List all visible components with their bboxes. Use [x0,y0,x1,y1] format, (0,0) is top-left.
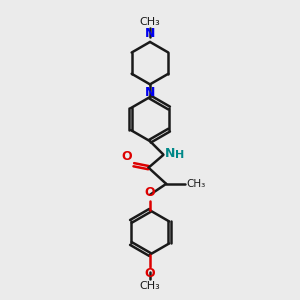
Text: CH₃: CH₃ [140,281,160,291]
Text: N: N [145,28,155,40]
Text: CH₃: CH₃ [140,16,160,27]
Text: N: N [145,86,155,99]
Text: O: O [121,150,132,163]
Text: H: H [175,150,184,160]
Text: O: O [145,267,155,280]
Text: N: N [165,147,176,160]
Text: CH₃: CH₃ [187,179,206,189]
Text: O: O [145,187,155,200]
